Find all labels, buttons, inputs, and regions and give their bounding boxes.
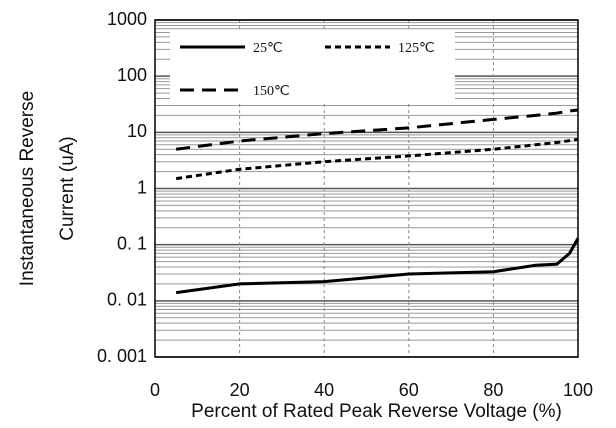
y-tick-label: 0. 1 xyxy=(117,233,147,253)
legend-box xyxy=(170,30,455,104)
legend-label: 150℃ xyxy=(253,84,290,99)
series-line xyxy=(175,137,579,181)
x-tick-label: 40 xyxy=(314,380,334,400)
x-tick-label: 60 xyxy=(399,380,419,400)
y-tick-label: 100 xyxy=(117,65,147,85)
y-tick-label: 10 xyxy=(127,121,147,141)
y-axis-label: Current (uA) xyxy=(57,136,78,241)
y-tick-label: 0. 01 xyxy=(107,290,147,310)
x-tick-label: 0 xyxy=(150,380,160,400)
legend-label: 25℃ xyxy=(253,41,283,56)
series-line xyxy=(175,237,580,295)
legend-label: 125℃ xyxy=(398,41,435,56)
x-tick-label: 80 xyxy=(483,380,503,400)
plot-frame xyxy=(154,19,579,358)
y-tick-label: 1000 xyxy=(107,9,147,29)
legend: 25℃ 125℃ 150℃ xyxy=(170,30,455,104)
y-tick-label: 0. 001 xyxy=(97,346,147,366)
y-axis-label: Instantaneous Reverse xyxy=(17,91,38,286)
series-line xyxy=(175,108,579,151)
x-tick-label: 20 xyxy=(230,380,250,400)
y-tick-label: 1 xyxy=(137,177,147,197)
x-axis-label: Percent of Rated Peak Reverse Voltage (%… xyxy=(191,401,562,422)
x-tick-label: 100 xyxy=(563,380,593,400)
